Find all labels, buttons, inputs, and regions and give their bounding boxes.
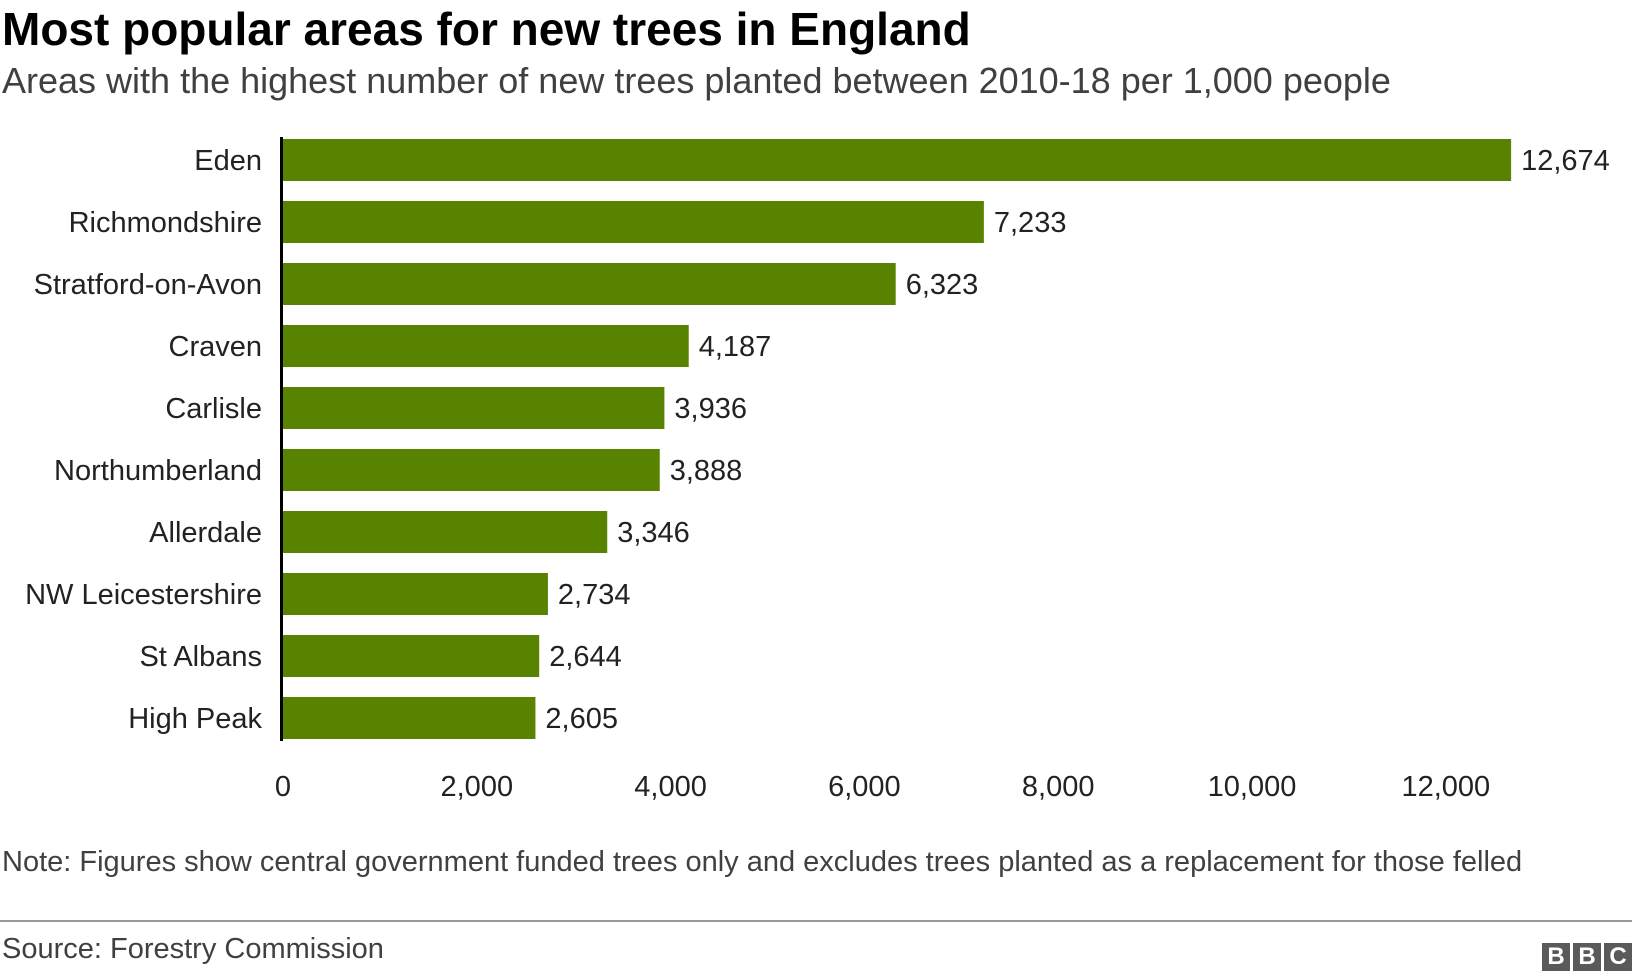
logo-letter: B [1542, 943, 1570, 971]
x-axis-ticks: 0 2,000 4,000 6,000 8,000 10,000 12,000 [275, 771, 1490, 803]
value-label: 2,605 [545, 703, 618, 735]
value-label: 3,346 [617, 517, 690, 549]
x-tick-label: 8,000 [1022, 771, 1095, 803]
value-label: 2,734 [558, 579, 631, 611]
bar-richmondshire [283, 201, 984, 243]
category-label: Allerdale [149, 517, 262, 549]
bar-chart: Eden Richmondshire Stratford-on-Avon Craven… [25, 137, 1610, 803]
value-label: 2,644 [549, 641, 622, 673]
category-label: Carlisle [165, 393, 262, 425]
category-label: St Albans [139, 641, 262, 673]
x-tick-label: 0 [275, 771, 291, 803]
category-label: NW Leicestershire [25, 579, 262, 611]
value-labels: 12,674 7,233 6,323 4,187 3,936 3,888 3,346 2,73… [545, 145, 1609, 735]
category-label: Craven [169, 331, 263, 363]
bar-high-peak [283, 697, 536, 739]
bar-allerdale [283, 511, 608, 553]
bar-st-albans [283, 635, 540, 677]
value-label: 3,936 [674, 393, 747, 425]
category-label: High Peak [128, 703, 262, 735]
category-labels: Eden Richmondshire Stratford-on-Avon Craven… [25, 145, 262, 735]
value-label: 7,233 [994, 207, 1067, 239]
value-label: 4,187 [699, 331, 772, 363]
x-tick-label: 10,000 [1208, 771, 1297, 803]
value-label: 12,674 [1521, 145, 1610, 177]
x-tick-label: 12,000 [1401, 771, 1490, 803]
chart-note: Note: Figures show central government fu… [2, 846, 1523, 878]
footer-divider [0, 920, 1632, 922]
bar-craven [283, 325, 689, 367]
x-tick-label: 2,000 [441, 771, 514, 803]
bbc-logo: B B C [1542, 943, 1632, 971]
chart-title: Most popular areas for new trees in Engl… [2, 3, 971, 55]
category-label: Eden [194, 145, 262, 177]
category-label: Stratford-on-Avon [34, 269, 262, 301]
bar-nw-leicestershire [283, 573, 548, 615]
logo-letter: B [1573, 943, 1601, 971]
chart-source: Source: Forestry Commission [2, 933, 384, 965]
bar-eden [283, 139, 1512, 181]
bar-carlisle [283, 387, 665, 429]
x-tick-label: 6,000 [828, 771, 901, 803]
value-label: 3,888 [670, 455, 743, 487]
value-label: 6,323 [906, 269, 979, 301]
bar-northumberland [283, 449, 660, 491]
category-label: Northumberland [54, 455, 262, 487]
x-tick-label: 4,000 [634, 771, 707, 803]
bar-stratford-on-avon [283, 263, 896, 305]
bars-group [283, 139, 1512, 739]
logo-letter: C [1604, 943, 1632, 971]
chart-subtitle: Areas with the highest number of new tre… [2, 60, 1391, 101]
category-label: Richmondshire [69, 207, 262, 239]
